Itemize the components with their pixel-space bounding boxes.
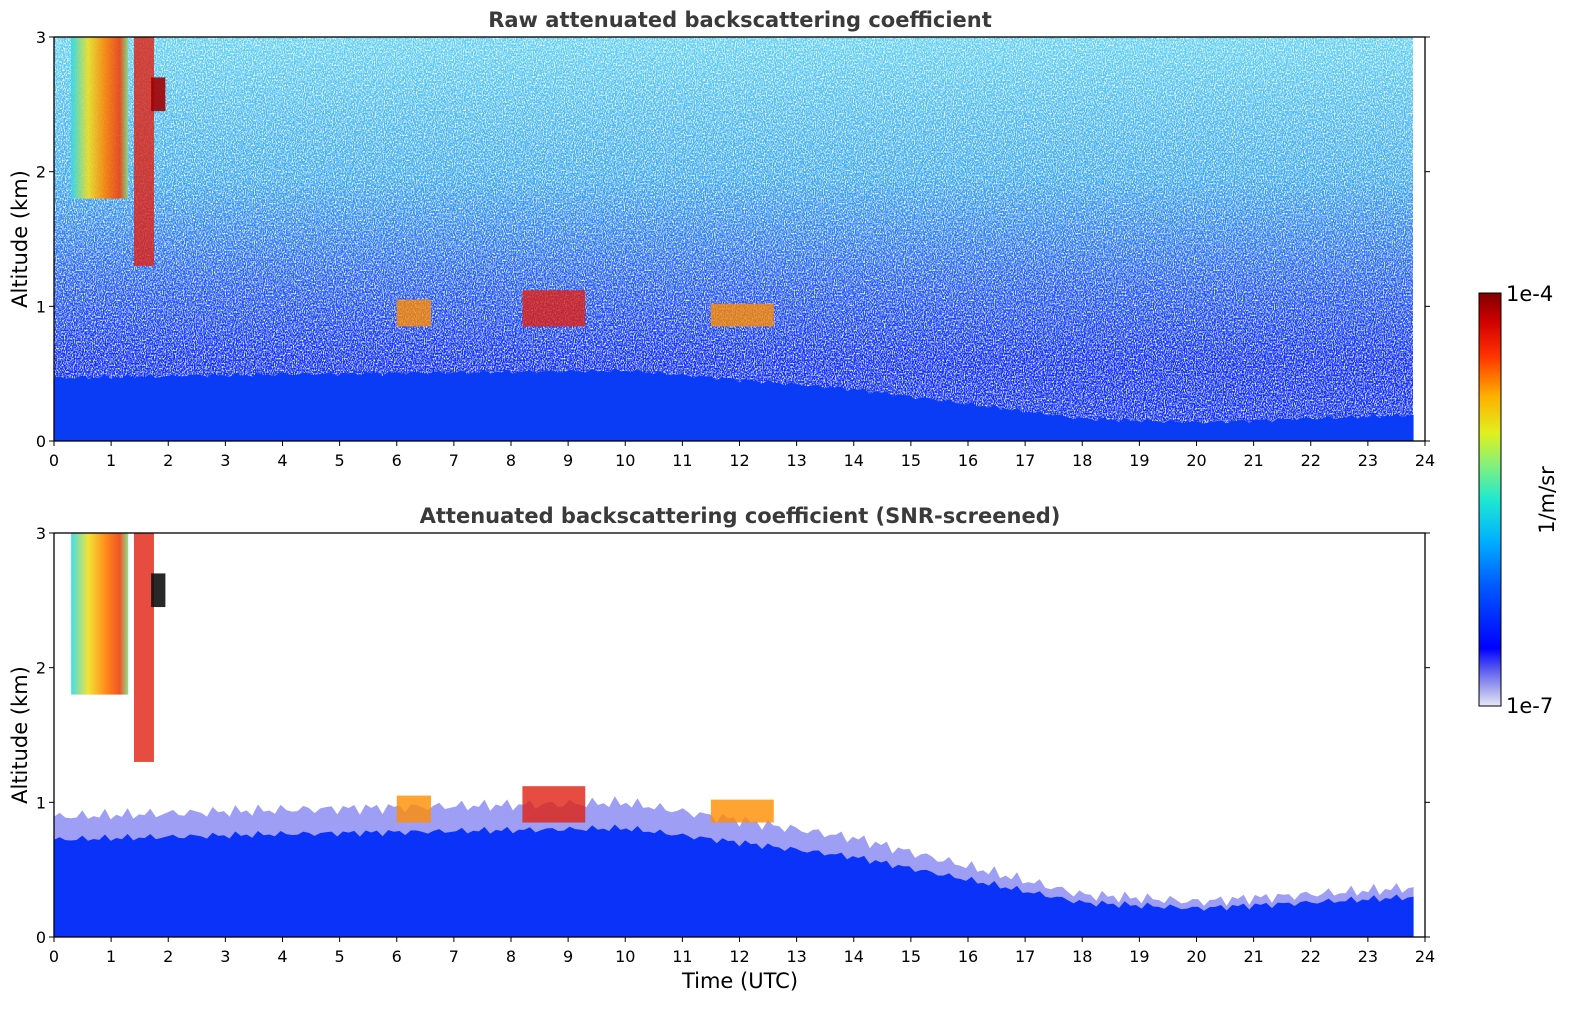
cloud-feature <box>71 37 129 199</box>
colorbar-min-label: 1e-7 <box>1506 694 1553 718</box>
x-tick-label: 11 <box>672 451 692 470</box>
x-tick-label: 5 <box>335 451 345 470</box>
x-tick-label: 10 <box>615 451 635 470</box>
x-tick-label: 19 <box>1129 451 1149 470</box>
x-tick-label: 12 <box>729 451 749 470</box>
cloud-feature <box>396 299 432 327</box>
x-tick-label: 16 <box>958 947 978 966</box>
x-tick-label: 12 <box>729 947 749 966</box>
x-tick-label: 7 <box>449 947 459 966</box>
y-tick-label: 1 <box>36 793 46 812</box>
cloud-feature <box>710 799 774 823</box>
x-tick-label: 6 <box>392 947 402 966</box>
x-tick-label: 18 <box>1072 451 1092 470</box>
x-tick-label: 13 <box>786 451 806 470</box>
x-tick-label: 2 <box>163 947 173 966</box>
x-tick-label: 9 <box>563 451 573 470</box>
panel-screened-title: Attenuated backscattering coefficient (S… <box>420 504 1061 528</box>
x-tick-label: 3 <box>220 451 230 470</box>
x-tick-label: 9 <box>563 947 573 966</box>
x-tick-label: 11 <box>672 947 692 966</box>
panel-screened-x-ticks: 0 1 2 3 4 5 6 7 8 9 10 11 12 13 14 15 16 17 18 19 20 21 22 23 24 <box>49 937 1435 966</box>
x-tick-label: 23 <box>1358 451 1378 470</box>
cloud-feature <box>522 290 586 327</box>
x-tick-label: 16 <box>958 451 978 470</box>
x-tick-label: 23 <box>1358 947 1378 966</box>
cloud-feature <box>133 37 154 266</box>
screened-boundary-layer <box>54 824 1414 937</box>
y-tick-label: 2 <box>36 659 46 678</box>
x-tick-label: 24 <box>1415 451 1435 470</box>
y-tick-label: 2 <box>36 163 46 182</box>
x-tick-label: 15 <box>901 451 921 470</box>
panel-raw: Raw attenuated backscattering coefficien… <box>8 8 1435 470</box>
raw-cloud-features <box>71 37 774 327</box>
y-tick-label: 1 <box>36 297 46 316</box>
panel-raw-title: Raw attenuated backscattering coefficien… <box>488 8 992 32</box>
y-tick-label: 3 <box>36 28 46 47</box>
raw-boundary-layer <box>54 368 1414 441</box>
colorbar-max-label: 1e-4 <box>1506 282 1553 306</box>
cloud-feature <box>71 533 129 695</box>
x-tick-label: 20 <box>1186 947 1206 966</box>
panel-screened-y-ticks: 0 1 2 3 <box>36 524 1430 947</box>
x-tick-label: 19 <box>1129 947 1149 966</box>
x-tick-label: 5 <box>335 947 345 966</box>
colorbar: 1e-4 1e-7 1/m/sr <box>1478 282 1559 718</box>
x-tick-label: 20 <box>1186 451 1206 470</box>
cloud-feature <box>710 303 774 327</box>
x-tick-label: 17 <box>1015 451 1035 470</box>
x-tick-label: 22 <box>1301 947 1321 966</box>
y-tick-label: 0 <box>36 928 46 947</box>
screened-cloud-features <box>71 533 774 823</box>
x-tick-label: 24 <box>1415 947 1435 966</box>
panel-screened-heatmap <box>54 533 1425 937</box>
x-tick-label: 6 <box>392 451 402 470</box>
panel-raw-y-label: Altitude (km) <box>8 170 32 308</box>
x-tick-label: 3 <box>220 947 230 966</box>
x-tick-label: 22 <box>1301 451 1321 470</box>
x-tick-label: 13 <box>786 947 806 966</box>
x-tick-label: 21 <box>1243 947 1263 966</box>
y-tick-label: 0 <box>36 432 46 451</box>
x-tick-label: 7 <box>449 451 459 470</box>
x-tick-label: 18 <box>1072 947 1092 966</box>
x-tick-label: 4 <box>277 451 287 470</box>
panel-raw-heatmap <box>54 37 1414 441</box>
colorbar-unit-label: 1/m/sr <box>1535 466 1559 534</box>
x-tick-label: 14 <box>844 947 864 966</box>
x-tick-label: 0 <box>49 947 59 966</box>
y-tick-label: 3 <box>36 524 46 543</box>
panel-screened-x-label: Time (UTC) <box>681 969 798 993</box>
x-tick-label: 15 <box>901 947 921 966</box>
cloud-feature <box>396 795 432 823</box>
cloud-feature <box>151 77 166 112</box>
x-tick-label: 8 <box>506 451 516 470</box>
x-tick-label: 14 <box>844 451 864 470</box>
x-tick-label: 1 <box>106 451 116 470</box>
x-tick-label: 4 <box>277 947 287 966</box>
panel-screened-y-label: Altitude (km) <box>8 666 32 804</box>
panel-raw-y-ticks: 0 1 2 3 <box>36 28 1430 451</box>
x-tick-label: 17 <box>1015 947 1035 966</box>
cloud-feature <box>133 533 154 762</box>
x-tick-label: 8 <box>506 947 516 966</box>
x-tick-label: 1 <box>106 947 116 966</box>
x-tick-label: 10 <box>615 947 635 966</box>
panel-screened: Attenuated backscattering coefficient (S… <box>8 504 1435 993</box>
x-tick-label: 21 <box>1243 451 1263 470</box>
x-tick-label: 2 <box>163 451 173 470</box>
x-tick-label: 0 <box>49 451 59 470</box>
panel-raw-x-ticks: 0 1 2 3 4 5 6 7 8 9 10 11 12 13 14 15 16 17 18 19 20 21 22 23 24 <box>49 441 1435 470</box>
cloud-feature <box>522 786 586 823</box>
cloud-feature <box>151 573 166 608</box>
colorbar-scale <box>1478 292 1502 707</box>
